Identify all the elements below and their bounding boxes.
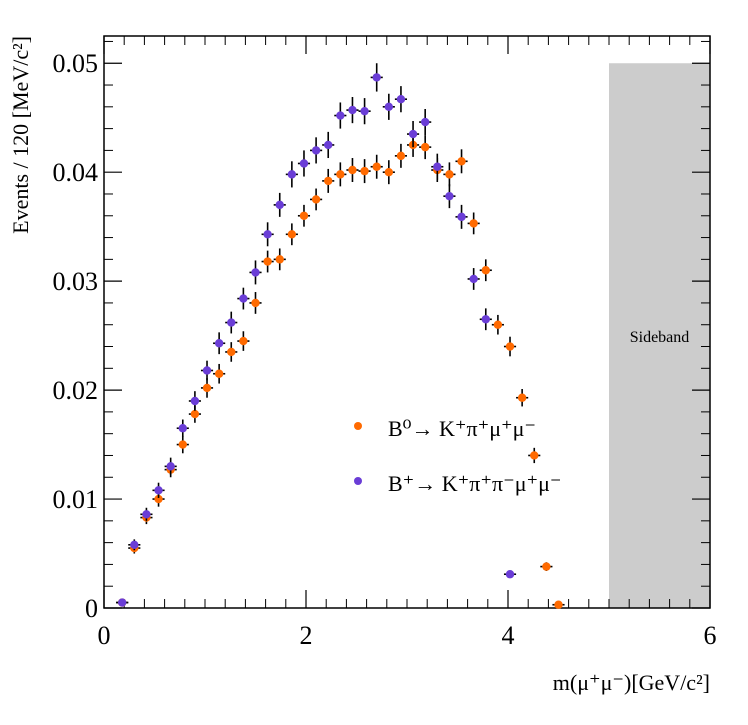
data-point <box>263 230 272 239</box>
data-point <box>396 94 406 104</box>
data-point <box>178 440 187 449</box>
data-point <box>505 570 515 579</box>
data-point <box>433 162 442 171</box>
y-axis-title: Events / 120 [MeV/c²] <box>8 36 33 234</box>
data-point <box>324 176 333 186</box>
data-point <box>287 230 297 239</box>
data-point <box>275 200 284 210</box>
data-point <box>493 320 503 329</box>
y-tick-label: 0.04 <box>53 158 99 187</box>
data-point <box>360 166 369 176</box>
data-point <box>372 162 381 171</box>
data-point <box>348 165 357 175</box>
data-point <box>263 257 272 266</box>
y-tick-label: 0.03 <box>53 267 99 296</box>
data-point <box>154 494 163 504</box>
data-point <box>384 167 394 177</box>
legend-label-bplus: B⁺→ K⁺π⁺π⁻μ⁺μ⁻ <box>388 471 562 496</box>
x-tick-label: 4 <box>502 621 515 650</box>
x-tick-label: 2 <box>300 621 313 650</box>
data-point <box>227 347 236 357</box>
axis-tick-labels: 0 2 4 6 0 0.01 0.02 0.03 0.04 0.05 <box>53 49 717 650</box>
data-point <box>166 462 175 471</box>
series-1 <box>116 63 517 607</box>
legend-label-b0: B⁰→ K⁺π⁺μ⁺μ⁻ <box>388 416 536 441</box>
data-series-layer <box>116 63 565 609</box>
data-point <box>324 140 333 150</box>
sideband-label: Sideband <box>630 329 690 346</box>
legend: B⁰→ K⁺π⁺μ⁺μ⁻ B⁺→ K⁺π⁺π⁻μ⁺μ⁻ <box>354 416 562 496</box>
y-tick-label: 0.05 <box>53 49 99 78</box>
data-point <box>142 510 151 519</box>
data-point <box>420 117 430 127</box>
data-point <box>420 142 430 152</box>
x-axis-title: m(μ⁺μ⁻)[GeV/c²] <box>553 670 710 695</box>
data-point <box>287 170 297 179</box>
x-tick-label: 0 <box>98 621 111 650</box>
data-point <box>154 486 163 495</box>
data-point <box>336 170 345 179</box>
data-point <box>299 159 309 168</box>
data-point <box>178 424 187 433</box>
data-point <box>275 255 284 264</box>
data-point <box>130 540 139 550</box>
data-point <box>372 73 381 82</box>
data-point <box>530 451 539 460</box>
data-point <box>311 146 321 155</box>
sideband-region <box>609 63 710 608</box>
data-point <box>457 157 466 166</box>
data-point <box>239 336 248 346</box>
data-point <box>202 383 212 393</box>
y-tick-label: 0.01 <box>53 485 99 514</box>
data-point <box>469 219 478 228</box>
data-point <box>251 268 260 277</box>
data-point <box>481 266 490 275</box>
data-point <box>348 105 357 115</box>
data-point <box>190 409 200 419</box>
x-tick-label: 6 <box>704 621 717 650</box>
data-point <box>336 111 345 120</box>
data-point <box>445 191 454 201</box>
data-point <box>384 102 394 112</box>
data-point <box>554 600 563 609</box>
legend-marker-b0 <box>354 422 362 430</box>
data-point <box>542 562 551 571</box>
data-point <box>481 315 490 324</box>
data-point <box>408 129 418 139</box>
data-point <box>239 294 248 303</box>
data-point <box>360 106 369 116</box>
data-point <box>117 598 127 607</box>
data-point <box>251 298 260 308</box>
data-point <box>517 393 527 402</box>
data-point <box>190 396 200 406</box>
data-point <box>445 170 454 179</box>
data-point <box>396 151 406 161</box>
axis-ticks <box>103 36 711 609</box>
y-tick-label: 0.02 <box>53 376 99 405</box>
legend-marker-bplus <box>354 477 362 485</box>
data-point <box>469 274 478 284</box>
data-point <box>214 369 224 378</box>
data-point <box>299 211 309 220</box>
data-point <box>202 366 212 375</box>
data-point <box>214 339 224 348</box>
data-point <box>505 342 515 351</box>
data-point <box>457 212 466 222</box>
data-point <box>227 318 236 327</box>
data-point <box>311 195 321 204</box>
y-tick-label: 0 <box>85 594 98 623</box>
